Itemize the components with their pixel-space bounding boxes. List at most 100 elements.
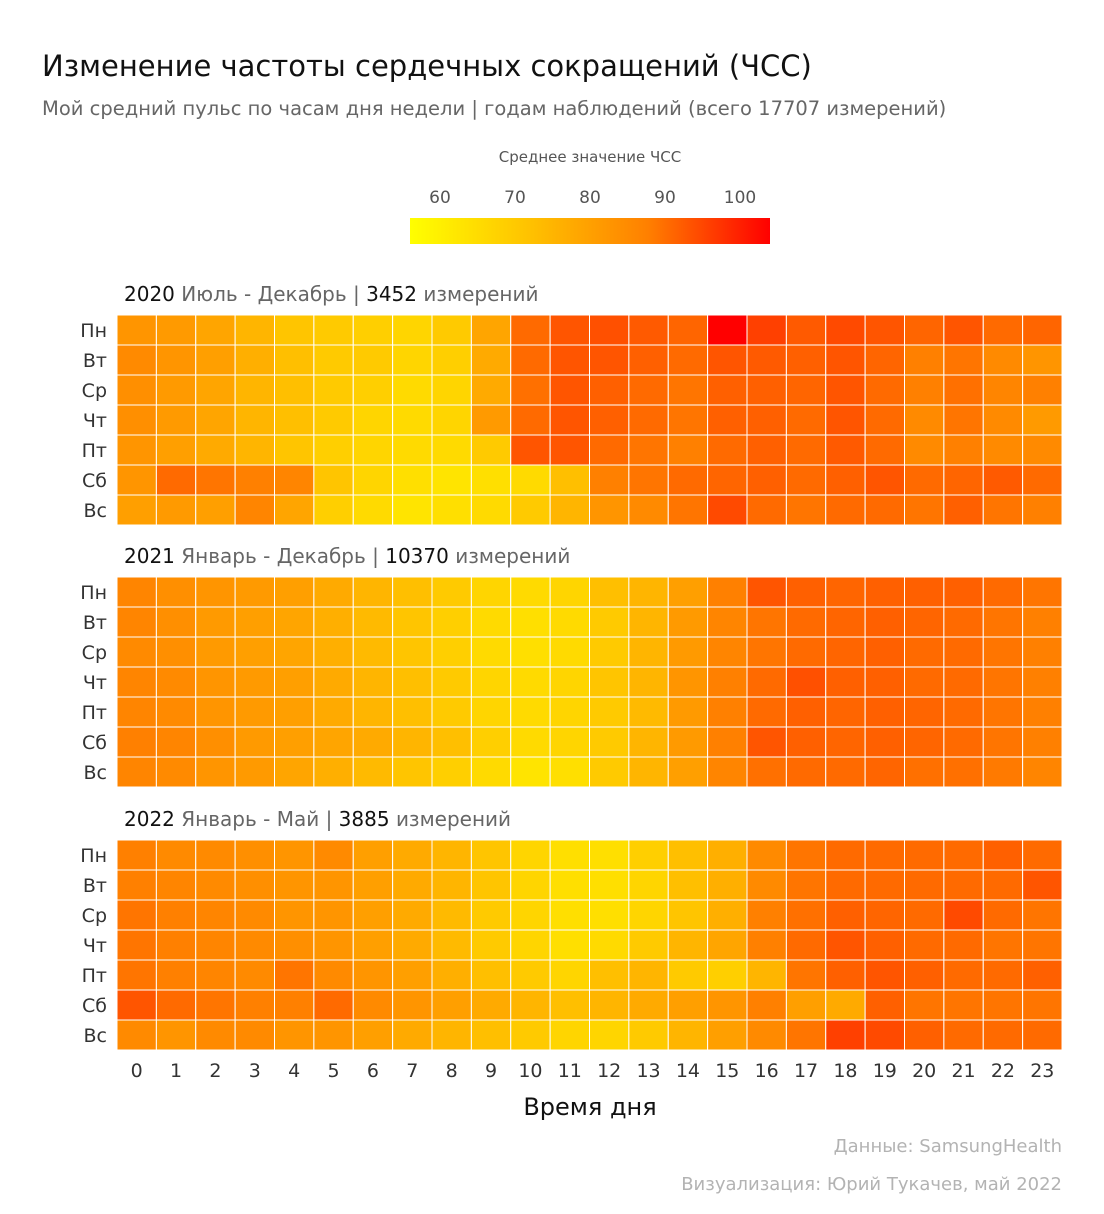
hour-label: 14	[676, 1060, 700, 1082]
heatmap-cell: 2020 Сб 9: 62	[470, 464, 512, 496]
heatmap-cell: 2021 Ср 9: 63	[470, 636, 512, 668]
hour-label: 10	[518, 1060, 542, 1082]
heatmap-cell: 2022 Пн 8: 70	[431, 839, 472, 871]
heatmap-cell: 2022 Вт 21: 84	[943, 869, 984, 901]
heatmap-cell: 2021 Сб 1: 79	[155, 726, 197, 758]
heatmap-cell: 2020 Вт 14: 84	[667, 344, 709, 376]
heatmap-cell: 2022 Вт 13: 64	[628, 869, 669, 901]
heatmap-cell: 2022 Сб 15: 76	[707, 989, 748, 1021]
heatmap-cell: 2021 Пт 13: 69	[628, 696, 669, 728]
day-label: Пн	[80, 582, 107, 604]
heatmap-cell: 2020 Сб 0: 76	[116, 464, 157, 496]
day-label: Вс	[84, 500, 107, 522]
heatmap-cell: 2022 Пт 12: 68	[589, 959, 630, 991]
heatmap-cell: 2022 Чт 16: 80	[746, 929, 787, 961]
heatmap-cell: 2021 Сб 18: 85	[825, 726, 866, 758]
heatmap-cell: 2020 Чт 7: 63	[392, 404, 433, 436]
heatmap-cell: 2022 Вс 4: 76	[274, 1019, 315, 1051]
heatmap-cell: 2022 Пн 14: 68	[667, 839, 709, 871]
panel-2022: 2022 Январь - Май | 3885 измерений Пн 2022…	[80, 807, 1063, 1051]
heatmap-cell: 2020 Чт 17: 84	[785, 404, 827, 436]
heatmap-cell: 2021 Вс 21: 83	[943, 756, 984, 788]
heatmap-cell: 2021 Вт 1: 77	[155, 606, 197, 638]
hour-label: 17	[794, 1060, 818, 1082]
heatmap-cell: 2020 Ср 14: 82	[667, 374, 709, 406]
heatmap-cell: 2022 Ср 14: 67	[667, 899, 709, 931]
heatmap-cell: 2020 Пн 18: 90	[825, 314, 866, 346]
heatmap-cell: 2020 Вт 19: 85	[864, 344, 906, 376]
heatmap-cell: 2020 Сб 10: 63	[510, 464, 551, 496]
heatmap-cell: 2021 Сб 8: 68	[431, 726, 472, 758]
heatmap-cell: 2022 Ср 3: 78	[234, 899, 276, 931]
heatmap-cell: 2020 Пн 21: 88	[943, 314, 984, 346]
heatmap-cell: 2022 Ср 8: 69	[431, 899, 472, 931]
heatmap-cell: 2022 Чт 14: 70	[667, 929, 709, 961]
heatmap-cell: 2020 Пт 2: 72	[195, 434, 236, 466]
heatmap-cell: 2022 Ср 2: 79	[195, 899, 236, 931]
heatmap-cell: 2020 Пт 13: 82	[628, 434, 669, 466]
heatmap-cell: 2020 Сб 13: 82	[628, 464, 669, 496]
heatmap-cell: 2021 Ср 17: 84	[785, 636, 827, 668]
heatmap-cell: 2020 Сб 22: 87	[982, 464, 1024, 496]
heatmap-cell: 2021 Пн 13: 70	[628, 576, 669, 608]
heatmap-cell: 2022 Вт 20: 84	[904, 869, 945, 901]
heatmap-cell: 2020 Вт 0: 78	[116, 344, 157, 376]
heatmap-cell: 2020 Пн 1: 75	[155, 314, 197, 346]
heatmap-cell: 2021 Вс 19: 85	[864, 756, 906, 788]
panel-year: 2020	[124, 282, 175, 306]
heatmap-cell: 2021 Ср 15: 79	[707, 636, 748, 668]
heatmap-cell: 2020 Пт 14: 80	[667, 434, 709, 466]
heatmap-cell: 2022 Вс 19: 90	[864, 1019, 906, 1051]
heatmap-cell: 2020 Вт 16: 87	[746, 344, 787, 376]
heatmap-cell: 2022 Пт 18: 86	[825, 959, 866, 991]
heatmap-cell: 2021 Чт 13: 70	[628, 666, 669, 698]
heatmap-cell: 2022 Вс 23: 84	[1022, 1019, 1063, 1051]
heatmap-cell: 2020 Пн 6: 65	[352, 314, 394, 346]
hour-label: 4	[288, 1060, 300, 1082]
heatmap-cell: 2022 Чт 6: 74	[352, 929, 394, 961]
heatmap-cell: 2020 Вт 17: 86	[785, 344, 827, 376]
heatmap-cell: 2021 Пт 7: 68	[392, 696, 433, 728]
heatmap-cell: 2021 Вс 10: 61	[510, 756, 551, 788]
heatmap-cell: 2020 Пн 2: 73	[195, 314, 236, 346]
heatmap-cell: 2021 Вт 16: 82	[746, 606, 787, 638]
heatmap-cell: 2022 Ср 18: 86	[825, 899, 866, 931]
heatmap-cell: 2021 Вс 18: 84	[825, 756, 866, 788]
heatmap-cell: 2021 Ср 6: 69	[352, 636, 394, 668]
heatmap-cell: 2022 Сб 0: 88	[116, 989, 157, 1021]
heatmap-cell: 2021 Ср 8: 65	[431, 636, 472, 668]
heatmap-cell: 2021 Вс 13: 70	[628, 756, 669, 788]
heatmap-cell: 2020 Вт 23: 76	[1022, 344, 1063, 376]
heatmap-cell: 2021 Чт 14: 76	[667, 666, 709, 698]
heatmap-cell: 2021 Чт 22: 82	[982, 666, 1024, 698]
heatmap-cell: 2022 Ср 22: 84	[982, 899, 1024, 931]
heatmap-cell: 2020 Вс 1: 75	[155, 494, 197, 526]
heatmap-cell: 2022 Пт 11: 64	[549, 959, 591, 991]
heatmap-cell: 2020 Чт 12: 86	[589, 404, 630, 436]
heatmap-cell: 2022 Сб 8: 74	[431, 989, 472, 1021]
heatmap-cell: 2021 Чт 4: 74	[274, 666, 315, 698]
heatmap-cell: 2021 Чт 2: 76	[195, 666, 236, 698]
heatmap-cell: 2021 Вт 6: 69	[352, 606, 394, 638]
day-label: Сб	[82, 995, 107, 1017]
heatmap-cell: 2020 Вс 12: 76	[589, 494, 630, 526]
heatmap-cell: 2022 Вт 10: 64	[510, 869, 551, 901]
heatmap-cell: 2021 Пт 6: 70	[352, 696, 394, 728]
heatmap-cell: 2021 Пн 10: 63	[510, 576, 551, 608]
heatmap-cell: 2020 Пт 12: 84	[589, 434, 630, 466]
panel-period: Январь - Декабрь |	[181, 544, 379, 568]
heatmap-cell: 2022 Пн 13: 65	[628, 839, 669, 871]
heatmap-cell: 2022 Ср 16: 80	[746, 899, 787, 931]
heatmap-cell: 2020 Чт 1: 75	[155, 404, 197, 436]
heatmap-cell: 2022 Чт 18: 88	[825, 929, 866, 961]
heatmap-cell: 2021 Вс 15: 79	[707, 756, 748, 788]
heatmap-cell: 2021 Вт 20: 85	[904, 606, 945, 638]
heatmap-cell: 2021 Чт 11: 64	[549, 666, 591, 698]
heatmap-cell: 2020 Вт 7: 64	[392, 344, 433, 376]
heatmap-cell: 2022 Чт 5: 76	[313, 929, 354, 961]
legend-tick-label: 80	[579, 188, 601, 208]
heatmap-cell: 2022 Вс 12: 64	[589, 1019, 630, 1051]
heatmap-cell: 2020 Вс 11: 70	[549, 494, 591, 526]
heatmap-cell: 2021 Чт 16: 84	[746, 666, 787, 698]
heatmap-cell: 2022 Ср 0: 82	[116, 899, 157, 931]
